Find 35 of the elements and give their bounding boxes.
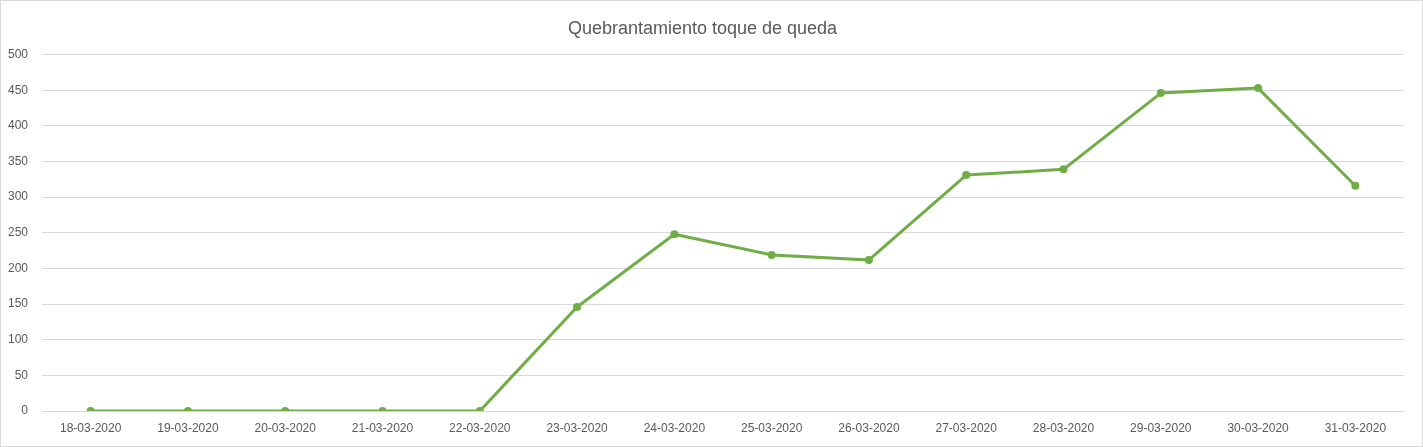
y-tick-label: 200: [7, 260, 29, 275]
y-tick-label: 300: [7, 189, 29, 204]
x-tick-label: 25-03-2020: [740, 420, 803, 435]
y-tick-label: 250: [7, 225, 29, 240]
y-tick-label: 500: [7, 46, 29, 61]
x-tick-label: 19-03-2020: [157, 420, 219, 435]
chart-title: Quebrantamiento toque de queda: [567, 17, 839, 38]
x-tick-label: 18-03-2020: [59, 420, 122, 435]
x-tick-label: 29-03-2020: [1130, 420, 1192, 435]
point: [573, 302, 582, 311]
x-tick-label: 21-03-2020: [351, 420, 414, 435]
x-tick-label: 24-03-2020: [643, 420, 706, 435]
y-tick-label: 50: [14, 367, 29, 382]
point: [1254, 84, 1263, 93]
x-tick-label: 27-03-2020: [935, 420, 998, 435]
point: [670, 230, 679, 239]
point: [1059, 165, 1068, 174]
point: [767, 250, 776, 259]
y-tick-label: 350: [7, 153, 29, 168]
x-tick-label: 23-03-2020: [546, 420, 609, 435]
point: [1156, 89, 1165, 98]
y-tick-label: 450: [7, 82, 29, 97]
point: [1351, 181, 1360, 190]
x-tick-label: 26-03-2020: [838, 420, 900, 435]
y-tick-label: 150: [7, 296, 29, 311]
x-tick-label: 28-03-2020: [1032, 420, 1095, 435]
x-tick-label: 30-03-2020: [1227, 420, 1290, 435]
y-tick-label: 100: [7, 332, 29, 347]
point: [864, 255, 873, 264]
y-tick-label: 400: [7, 118, 29, 133]
y-tick-label: 0: [21, 403, 29, 418]
point: [962, 171, 971, 180]
x-tick-label: 22-03-2020: [449, 420, 511, 435]
x-tick-label: 20-03-2020: [254, 420, 317, 435]
x-tick-label: 31-03-2020: [1324, 420, 1387, 435]
